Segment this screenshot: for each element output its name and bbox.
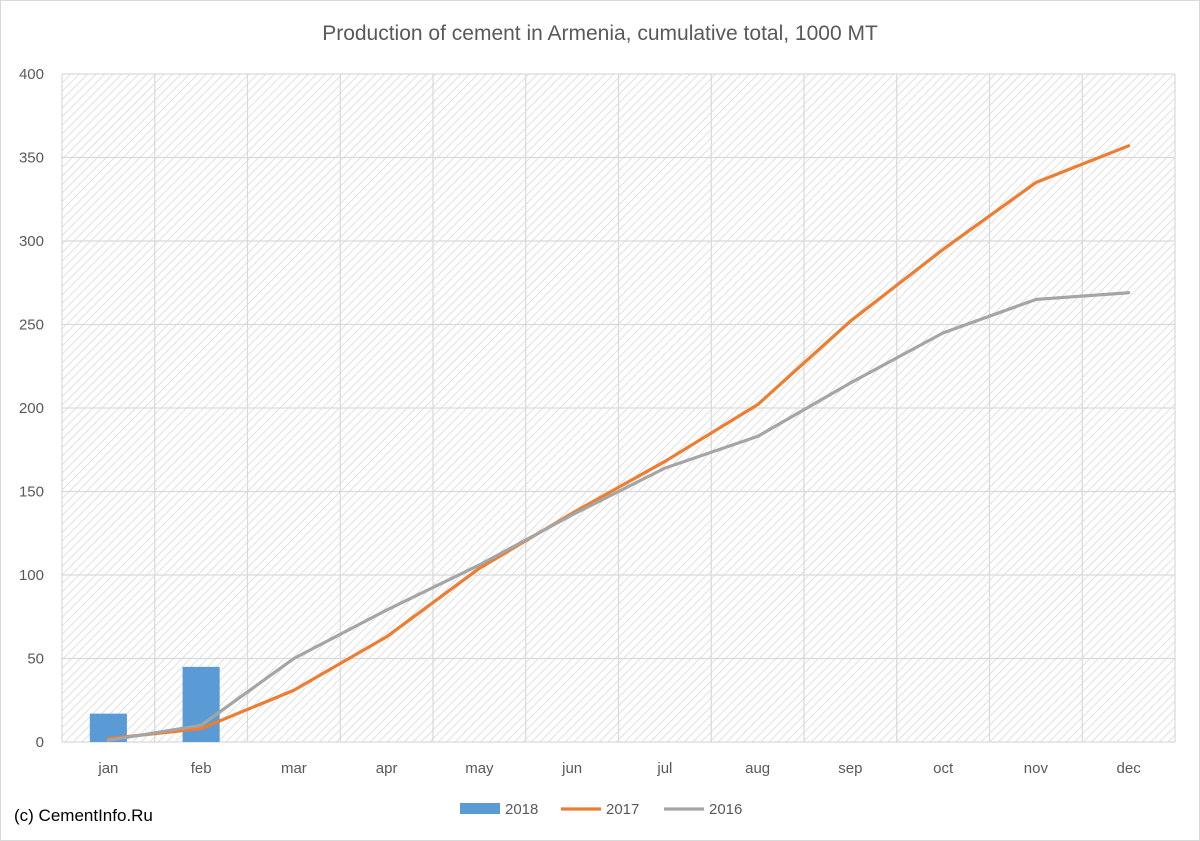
x-tick-label: mar: [281, 760, 307, 777]
legend: 2018 2017 2016: [460, 801, 742, 818]
legend-swatch-2018: [460, 803, 500, 814]
y-tick-label: 100: [19, 567, 44, 584]
y-tick-label: 0: [36, 734, 44, 751]
lines: [106, 144, 1131, 742]
y-axis: 0 50 100 150 200 250 300 350 400: [19, 66, 44, 751]
x-tick-label: nov: [1024, 760, 1049, 777]
credit-text: (c) CementInfo.Ru: [14, 806, 153, 825]
x-tick-label: apr: [376, 760, 398, 777]
x-tick-label: jul: [656, 760, 672, 777]
x-tick-label: jan: [97, 760, 118, 777]
y-tick-label: 50: [27, 651, 44, 668]
legend-label-2017: 2017: [606, 801, 639, 818]
x-tick-label: sep: [838, 760, 862, 777]
y-tick-label: 350: [19, 150, 44, 167]
y-tick-label: 200: [19, 400, 44, 417]
line-2016: [106, 291, 1131, 742]
y-tick-label: 150: [19, 484, 44, 501]
chart-title: Production of cement in Armenia, cumulat…: [322, 22, 878, 45]
y-tick-label: 250: [19, 317, 44, 334]
x-tick-label: feb: [191, 760, 212, 777]
gridlines: [61, 73, 1176, 743]
y-tick-label: 400: [19, 66, 44, 83]
x-tick-label: may: [465, 760, 494, 777]
y-tick-label: 300: [19, 233, 44, 250]
x-axis: jan feb mar apr may jun jul aug sep oct nov dec: [97, 760, 1141, 777]
legend-label-2018: 2018: [505, 801, 538, 818]
x-tick-label: dec: [1117, 760, 1142, 777]
line-2017: [106, 144, 1131, 741]
x-tick-label: aug: [745, 760, 770, 777]
x-tick-label: oct: [933, 760, 954, 777]
legend-label-2016: 2016: [709, 801, 742, 818]
x-tick-label: jun: [561, 760, 582, 777]
